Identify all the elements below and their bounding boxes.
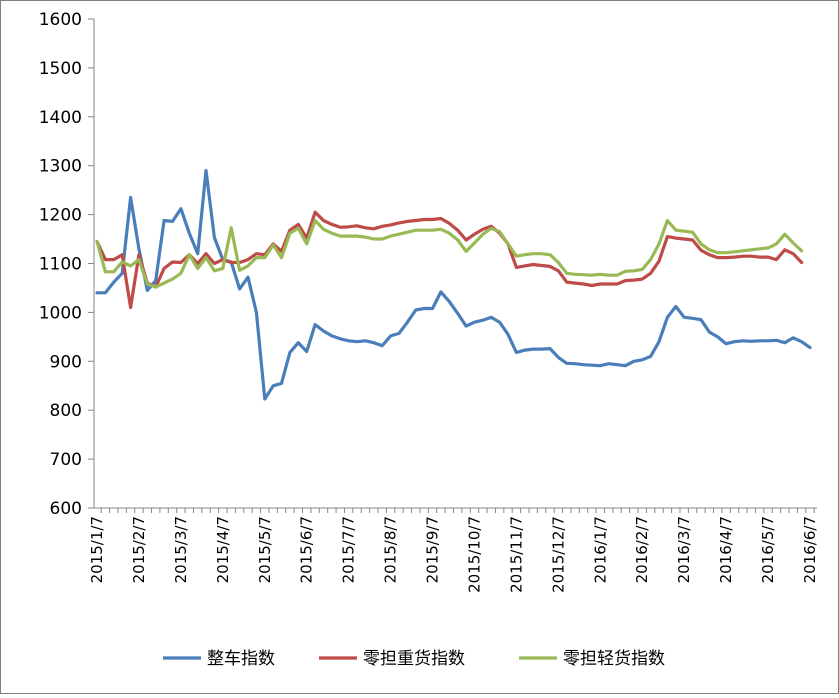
y-tick-label: 800 — [50, 401, 82, 421]
legend-label-0: 整车指数 — [207, 649, 275, 669]
series-lines — [95, 169, 812, 401]
legend-label-1: 零担重货指数 — [363, 649, 465, 669]
x-tick-label: 2015/3/7 — [172, 516, 190, 583]
x-tick-label: 2015/2/7 — [130, 516, 148, 583]
y-tick-label: 600 — [50, 499, 82, 519]
x-tick-label: 2015/11/7 — [507, 516, 525, 593]
series-line-2 — [95, 218, 804, 289]
y-tick-label: 700 — [50, 450, 82, 470]
x-tick-label: 2015/12/7 — [549, 516, 567, 593]
y-tick-label: 900 — [50, 352, 82, 372]
x-tick-label: 2015/5/7 — [256, 516, 274, 583]
legend-label-2: 零担轻货指数 — [563, 649, 665, 669]
legend: 整车指数 零担重货指数 零担轻货指数 — [163, 649, 665, 669]
x-tick-label: 2015/4/7 — [214, 516, 232, 583]
x-tick-label: 2016/4/7 — [717, 516, 735, 583]
x-tick-label: 2016/3/7 — [675, 516, 693, 583]
series-line-0 — [95, 169, 812, 401]
x-tick-label: 2015/9/7 — [424, 516, 442, 583]
x-axis-ticks: 2015/1/7 2015/2/7 2015/3/7 2015/4/7 2015/5/7… — [88, 508, 819, 593]
x-tick-label: 2015/6/7 — [298, 516, 316, 583]
y-tick-label: 1600 — [39, 10, 82, 30]
x-tick-label: 2016/6/7 — [801, 516, 819, 583]
x-tick-label: 2016/1/7 — [591, 516, 609, 583]
x-tick-label: 2015/1/7 — [88, 516, 106, 583]
y-tick-label: 1200 — [39, 206, 82, 226]
y-axis-ticks: 600 700 800 900 1000 1100 1200 1300 1400 1500 1600 — [39, 10, 94, 519]
x-tick-label: 2016/5/7 — [759, 516, 777, 583]
x-tick-label: 2015/8/7 — [382, 516, 400, 583]
x-tick-label: 2015/7/7 — [340, 516, 358, 583]
y-tick-label: 1300 — [39, 157, 82, 177]
y-tick-label: 1100 — [39, 255, 82, 275]
x-tick-label: 2015/10/7 — [465, 516, 483, 593]
x-tick-label: 2016/2/7 — [633, 516, 651, 583]
y-tick-label: 1500 — [39, 59, 82, 79]
series-line-1 — [95, 210, 804, 310]
y-tick-label: 1400 — [39, 108, 82, 128]
y-tick-label: 1000 — [39, 303, 82, 323]
